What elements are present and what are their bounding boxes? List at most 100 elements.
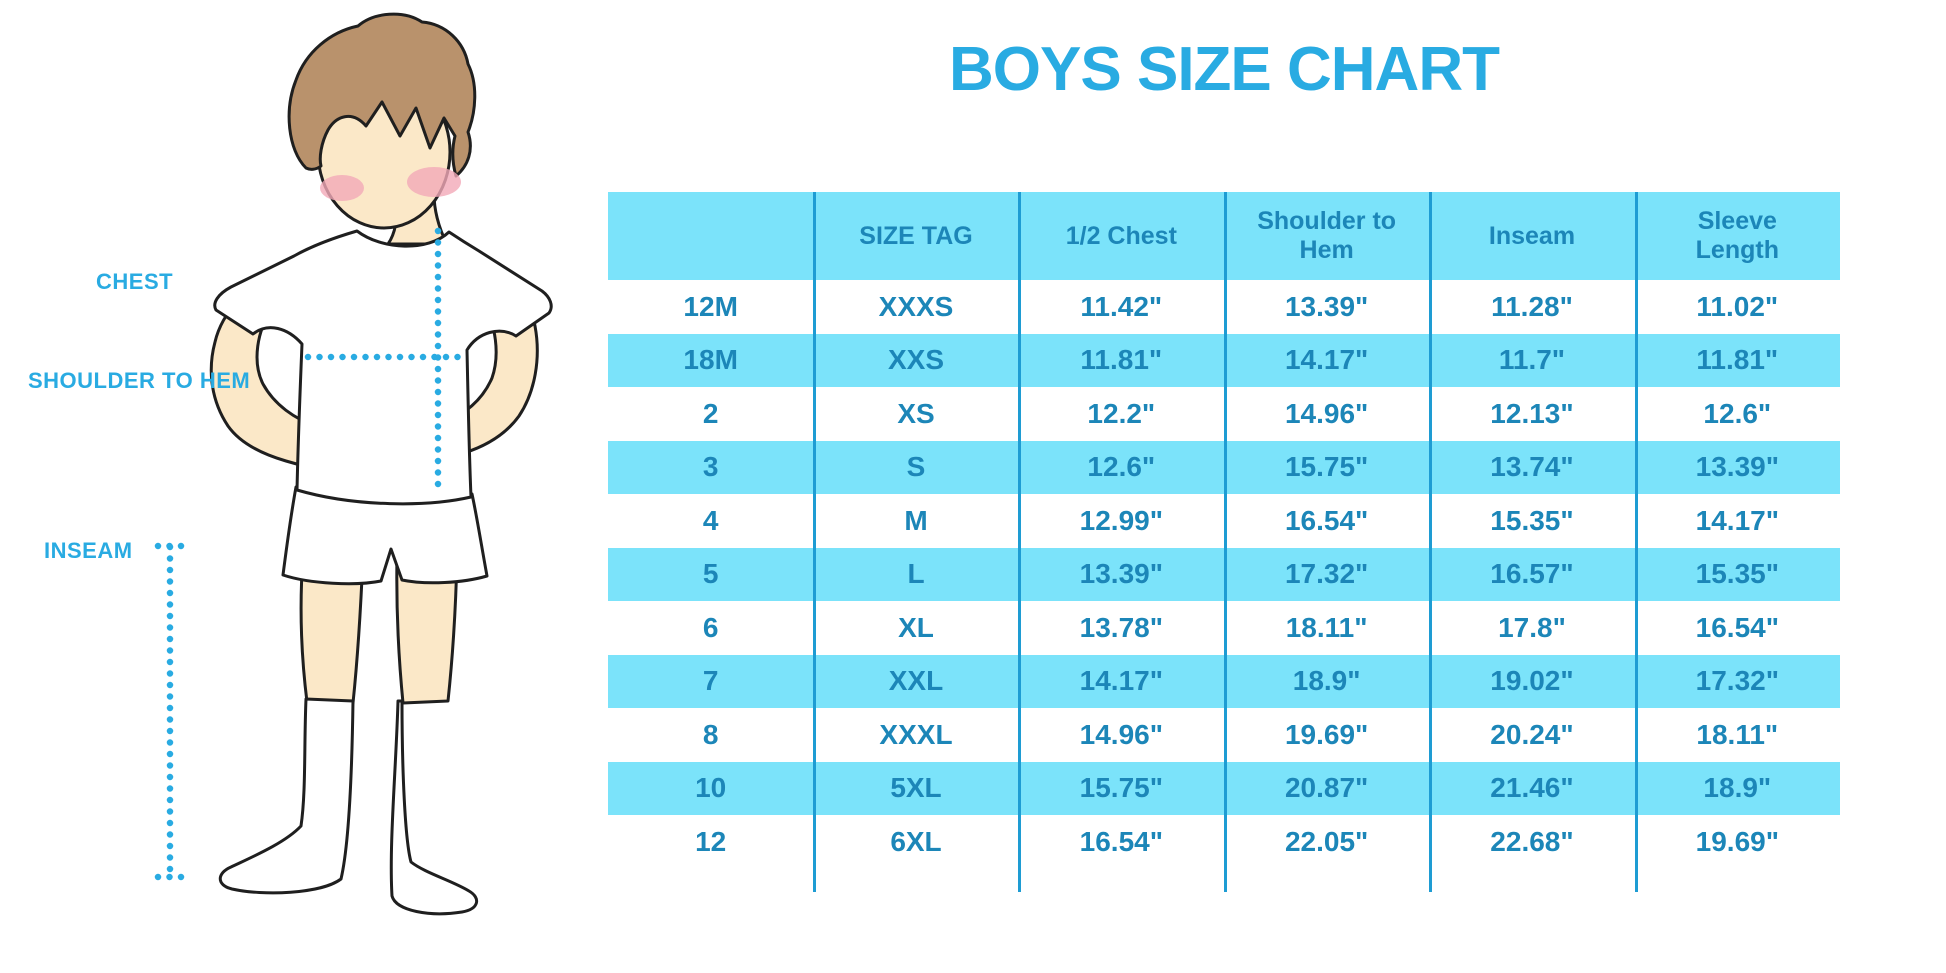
table-cell: 17.32" xyxy=(1634,654,1840,708)
table-cell: 19.69" xyxy=(1695,825,1779,857)
table-cell: 6 xyxy=(702,611,719,643)
table-cell: 2 xyxy=(702,397,719,429)
size-table-head-row: SIZE TAG 1/2 Chest Shoulder to Hem Inseam Sl… xyxy=(608,192,1840,280)
table-cell: 16.57" xyxy=(1429,547,1635,601)
table-cell: 11.7" xyxy=(1429,333,1635,387)
table-row: 4 M 12.99" 16.54" 15.35" 14.17" xyxy=(608,494,1840,548)
column-divider xyxy=(1429,192,1432,892)
page-title: BOYS SIZE CHART xyxy=(949,35,1500,104)
table-cell: 13.39" xyxy=(1284,290,1369,322)
table-cell: 11.81" xyxy=(1018,333,1224,387)
size-table-body: 12M XXXS 11.42" 13.39" 11.28" 11.02" 18M XXS 11.… xyxy=(608,280,1840,869)
table-cell: 14.17" xyxy=(1695,504,1779,536)
table-cell: 20.87" xyxy=(1223,761,1430,815)
inseam-measure-line xyxy=(154,542,196,881)
table-cell: XXXS xyxy=(878,290,954,322)
table-cell: 16.54" xyxy=(1079,825,1163,857)
table-cell: 18.11" xyxy=(1285,611,1368,643)
table-cell: 13.74" xyxy=(1429,440,1635,494)
table-cell: 12M xyxy=(683,290,738,322)
inseam-label: INSEAM xyxy=(44,538,133,563)
table-cell: 18.9" xyxy=(1634,761,1840,815)
table-cell: 11.28" xyxy=(1491,290,1573,322)
column-header: Sleeve Length xyxy=(1634,192,1840,280)
column-divider xyxy=(1224,192,1227,892)
right-sock xyxy=(389,699,479,916)
table-cell: 15.35" xyxy=(1634,547,1840,601)
table-cell: 18.11" xyxy=(1696,718,1779,750)
table-cell: 13.78" xyxy=(1079,611,1163,643)
table-cell: 18.9" xyxy=(1223,654,1430,708)
column-header: 1/2 Chest xyxy=(1018,192,1224,280)
table-cell: 6XL xyxy=(890,825,942,857)
size-table-grid: SIZE TAG 1/2 Chest Shoulder to Hem Inseam Sl… xyxy=(608,192,1840,869)
table-cell: 22.05" xyxy=(1284,825,1369,857)
column-divider xyxy=(813,192,816,892)
table-cell: 14.96" xyxy=(1079,718,1163,750)
table-cell: 16.54" xyxy=(1284,504,1369,536)
table-cell: XXL xyxy=(813,654,1019,708)
table-cell: XL xyxy=(898,611,934,643)
table-cell: 18M xyxy=(608,333,814,387)
column-header xyxy=(608,192,814,280)
table-cell: 20.24" xyxy=(1490,718,1574,750)
table-cell: 14.96" xyxy=(1284,397,1369,429)
table-cell: 10 xyxy=(608,761,814,815)
t-shirt xyxy=(213,229,553,506)
table-cell: 11.81" xyxy=(1634,333,1840,387)
table-cell: 19.02" xyxy=(1429,654,1635,708)
table-cell: XXXL xyxy=(879,718,953,750)
column-header: SIZE TAG xyxy=(813,192,1019,280)
table-row: 12 6XL 16.54" 22.05" 22.68" 19.69" xyxy=(608,815,1840,869)
chest-label: CHEST xyxy=(96,269,174,294)
table-cell: M xyxy=(904,504,928,536)
table-cell: 17.32" xyxy=(1223,547,1430,601)
right-blush xyxy=(407,167,461,197)
table-cell: S xyxy=(813,440,1019,494)
table-row: 6 XL 13.78" 18.11" 17.8" 16.54" xyxy=(608,601,1840,655)
table-cell: 16.54" xyxy=(1695,611,1779,643)
table-cell: 19.69" xyxy=(1284,718,1369,750)
column-divider xyxy=(1635,192,1638,892)
table-cell: 13.39" xyxy=(1018,547,1224,601)
table-row: 2 XS 12.2" 14.96" 12.13" 12.6" xyxy=(608,387,1840,441)
column-divider xyxy=(1018,192,1021,892)
table-cell: 12.99" xyxy=(1079,504,1163,536)
table-cell: 11.42" xyxy=(1080,290,1163,322)
table-cell: 12.6" xyxy=(1018,440,1224,494)
table-cell: 15.75" xyxy=(1018,761,1224,815)
table-cell: 13.39" xyxy=(1634,440,1840,494)
hair xyxy=(287,12,477,178)
table-cell: 12.2" xyxy=(1087,397,1156,429)
table-cell: 15.75" xyxy=(1223,440,1430,494)
table-cell: 15.35" xyxy=(1490,504,1574,536)
table-cell: 11.02" xyxy=(1696,290,1779,322)
right-leg xyxy=(395,554,459,705)
table-cell: 5XL xyxy=(813,761,1019,815)
table-cell: L xyxy=(813,547,1019,601)
table-cell: 12.6" xyxy=(1703,397,1772,429)
table-row: 8 XXXL 14.96" 19.69" 20.24" 18.11" xyxy=(608,708,1840,762)
left-sock xyxy=(218,697,355,895)
table-cell: 21.46" xyxy=(1429,761,1635,815)
shoulder-to-hem-label: SHOULDER TO HEM xyxy=(28,368,251,393)
left-blush xyxy=(320,175,364,201)
table-cell: 4 xyxy=(702,504,719,536)
table-cell: 5 xyxy=(608,547,814,601)
table-cell: 7 xyxy=(608,654,814,708)
table-row: 7 XXL 14.17" 18.9" 19.02" 17.32" xyxy=(608,654,1840,708)
column-header: Inseam xyxy=(1429,192,1635,280)
table-row: 18M XXS 11.81" 14.17" 11.7" 11.81" xyxy=(608,333,1840,387)
table-row: 10 5XL 15.75" 20.87" 21.46" 18.9" xyxy=(608,761,1840,815)
table-cell: 12 xyxy=(695,825,727,857)
table-cell: 22.68" xyxy=(1490,825,1574,857)
size-table: SIZE TAG 1/2 Chest Shoulder to Hem Inseam Sl… xyxy=(608,192,1840,892)
table-cell: 14.17" xyxy=(1223,333,1430,387)
table-cell: XS xyxy=(897,397,935,429)
table-row: 3 S 12.6" 15.75" 13.74" 13.39" xyxy=(608,440,1840,494)
table-row: 5 L 13.39" 17.32" 16.57" 15.35" xyxy=(608,547,1840,601)
table-cell: 17.8" xyxy=(1498,611,1566,643)
table-cell: XXS xyxy=(813,333,1019,387)
table-cell: 14.17" xyxy=(1018,654,1224,708)
